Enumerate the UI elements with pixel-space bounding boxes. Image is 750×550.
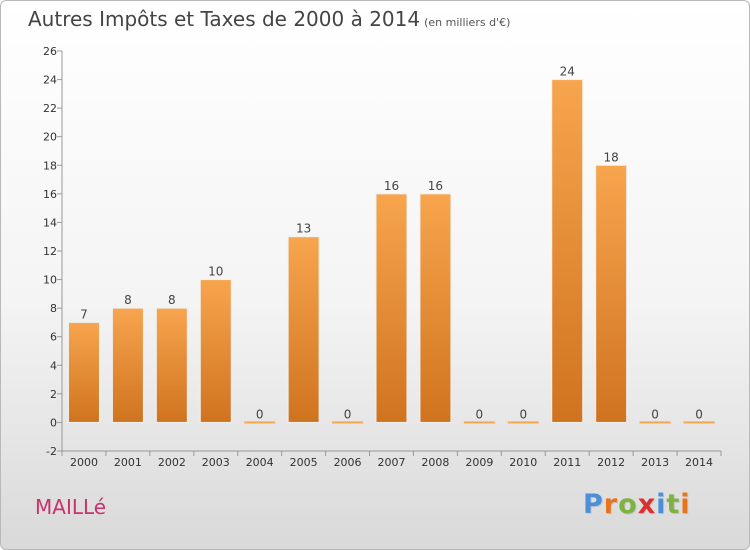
x-tick-label: 2003 bbox=[202, 456, 230, 469]
bar bbox=[111, 307, 144, 423]
y-tick-label: 18 bbox=[43, 159, 57, 172]
bar bbox=[639, 421, 671, 424]
bar bbox=[683, 421, 715, 424]
bar bbox=[375, 193, 408, 423]
y-tick-label: 0 bbox=[50, 416, 57, 429]
y-tick-label: 8 bbox=[50, 302, 57, 315]
x-tick-label: 2007 bbox=[378, 456, 406, 469]
x-tick-label: 2004 bbox=[246, 456, 274, 469]
bar bbox=[199, 279, 232, 423]
y-tick-label: 10 bbox=[43, 274, 57, 287]
data-label: 0 bbox=[695, 407, 703, 421]
brand-letter: i bbox=[656, 489, 667, 520]
data-label: 0 bbox=[651, 407, 659, 421]
data-label: 8 bbox=[124, 293, 132, 307]
x-tick-label: 2000 bbox=[70, 456, 98, 469]
x-tick-label: 2012 bbox=[597, 456, 625, 469]
x-tick-label: 2008 bbox=[421, 456, 449, 469]
chart-title-text: Autres Impôts et Taxes de 2000 à 2014 bbox=[28, 7, 421, 31]
x-tick-label: 2002 bbox=[158, 456, 186, 469]
y-tick-label: 20 bbox=[43, 131, 57, 144]
bar bbox=[463, 421, 495, 424]
data-label: 0 bbox=[519, 407, 527, 421]
data-label: 16 bbox=[428, 179, 443, 193]
bar bbox=[332, 421, 364, 424]
x-tick-label: 2001 bbox=[114, 456, 142, 469]
y-tick-label: 14 bbox=[43, 216, 57, 229]
data-label: 18 bbox=[604, 150, 619, 164]
x-tick-label: 2009 bbox=[465, 456, 493, 469]
bar bbox=[244, 421, 276, 424]
bar bbox=[595, 164, 628, 423]
y-tick-label: 26 bbox=[43, 45, 57, 58]
y-tick-label: 16 bbox=[43, 188, 57, 201]
bar bbox=[67, 321, 100, 423]
data-label: 0 bbox=[476, 407, 484, 421]
brand-letter: P bbox=[583, 489, 604, 520]
chart-title: Autres Impôts et Taxes de 2000 à 2014 (en… bbox=[28, 7, 510, 31]
data-label: 8 bbox=[168, 293, 176, 307]
data-label: 10 bbox=[208, 265, 223, 279]
commune-name: MAILLé bbox=[35, 495, 107, 519]
brand-letter: r bbox=[603, 489, 619, 520]
x-tick-label: 2006 bbox=[334, 456, 362, 469]
y-tick-label: 22 bbox=[43, 102, 57, 115]
x-tick-label: 2013 bbox=[641, 456, 669, 469]
brand-letter: o bbox=[618, 489, 638, 520]
bar bbox=[155, 307, 188, 423]
bar bbox=[419, 193, 452, 423]
x-tick-label: 2011 bbox=[553, 456, 581, 469]
data-label: 16 bbox=[384, 179, 399, 193]
data-label: 13 bbox=[296, 222, 311, 236]
data-label: 0 bbox=[256, 407, 264, 421]
y-tick-label: 6 bbox=[50, 331, 57, 344]
brand-letter: x bbox=[637, 489, 657, 520]
x-tick-label: 2005 bbox=[290, 456, 318, 469]
bar bbox=[551, 79, 584, 423]
y-tick-label: 24 bbox=[43, 74, 57, 87]
x-tick-label: 2010 bbox=[509, 456, 537, 469]
x-axis: 2000 2001 2002 2003 2004 2005 2006 2007 2008 2009… bbox=[61, 450, 722, 469]
x-tick-label: 2014 bbox=[685, 456, 713, 469]
bars bbox=[67, 79, 715, 424]
y-tick-label: 12 bbox=[43, 245, 57, 258]
brand-logo[interactable]: Proxiti bbox=[583, 489, 691, 520]
y-tick-label: -2 bbox=[46, 445, 57, 458]
y-tick-label: 4 bbox=[50, 359, 57, 372]
bar bbox=[287, 236, 320, 423]
data-label: 24 bbox=[560, 65, 575, 79]
y-tick-label: 2 bbox=[50, 388, 57, 401]
brand-letter: i bbox=[680, 489, 691, 520]
data-label: 7 bbox=[80, 307, 88, 321]
bar bbox=[507, 421, 539, 424]
brand-letter: t bbox=[666, 489, 681, 520]
data-label: 0 bbox=[344, 407, 352, 421]
data-labels: 7 8 8 10 0 13 0 16 16 0 0 24 18 0 0 bbox=[80, 65, 703, 422]
chart-subtitle: (en milliers d'€) bbox=[424, 16, 511, 29]
